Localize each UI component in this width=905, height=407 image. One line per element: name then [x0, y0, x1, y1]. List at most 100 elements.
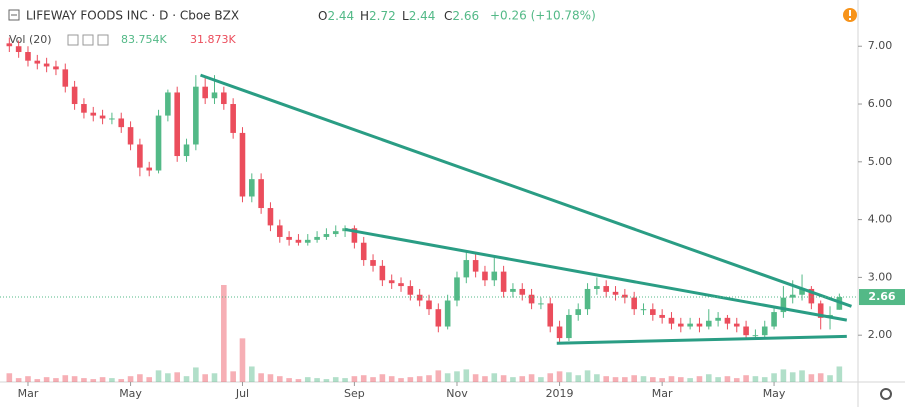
volume-bar	[221, 285, 227, 382]
volume-bar	[547, 373, 554, 382]
y-tick-label: 4.00	[868, 213, 893, 226]
study-remove[interactable]	[97, 34, 109, 46]
volume-bar	[258, 373, 264, 382]
volume-bar	[491, 373, 498, 382]
volume-bar	[90, 379, 97, 382]
candle-body	[631, 297, 637, 310]
volume-bar	[556, 371, 563, 382]
volume-bar	[827, 375, 833, 382]
settings-gear[interactable]	[880, 388, 892, 400]
volume-bar	[603, 376, 609, 382]
volume-bar	[678, 377, 684, 382]
candle-body	[547, 303, 554, 327]
volume-bar	[137, 374, 143, 382]
symbol[interactable]: LIFEWAY FOODS INC · D · Cboe BZX	[26, 9, 239, 23]
volume-bar	[370, 377, 376, 382]
volume-bar	[743, 375, 749, 382]
x-tick-label: Jul	[235, 387, 249, 400]
volume-bar	[407, 377, 414, 382]
candle-body	[799, 288, 805, 295]
volume-bar	[416, 376, 423, 382]
volume-bar	[538, 377, 544, 382]
candle-body	[81, 104, 87, 113]
candle-body	[789, 294, 796, 298]
change: +0.26 (+10.78%)	[490, 9, 596, 23]
volume-bar	[43, 377, 50, 382]
candle-body	[211, 92, 218, 99]
volume-bar	[761, 377, 768, 382]
candle-body	[733, 323, 740, 327]
candle-body	[705, 320, 712, 327]
candle-body	[743, 326, 749, 336]
candle-body	[304, 239, 311, 243]
ohlc-label: C	[444, 9, 452, 23]
volume-bar	[454, 371, 460, 382]
volume-bar	[789, 372, 796, 382]
ohlc-label: L	[402, 9, 409, 23]
candle-body	[696, 323, 703, 327]
volume-bar	[388, 376, 395, 382]
candle-body	[351, 228, 358, 243]
candle-body	[276, 225, 283, 237]
volume-bar	[650, 377, 656, 382]
x-tick-label: Sep	[344, 387, 365, 400]
candle-body	[650, 309, 656, 315]
volume-bar	[342, 378, 348, 382]
study-visibility[interactable]	[67, 34, 79, 46]
candle-body	[463, 260, 470, 278]
candle-body	[295, 239, 302, 243]
candle-body	[230, 104, 236, 133]
volume-bar	[668, 376, 675, 382]
volume-study-name[interactable]: Vol (20)	[9, 33, 52, 46]
volume-bar	[249, 366, 255, 382]
candle-body	[379, 265, 386, 281]
candle-body	[715, 317, 721, 321]
volume-bar	[622, 377, 628, 382]
volume-bar	[724, 376, 731, 382]
candle-body	[556, 326, 563, 339]
volume-bar	[15, 378, 22, 382]
y-tick-label: 5.00	[868, 155, 893, 168]
candle-body	[472, 260, 479, 272]
candle-body	[817, 303, 824, 318]
x-tick-label: Mar	[652, 387, 673, 400]
candle-body	[127, 127, 134, 145]
ohlc-header: O2.44 H2.72 L2.44 C2.66	[318, 9, 479, 23]
volume-bar	[463, 369, 470, 382]
candle-body	[332, 231, 339, 235]
volume-bar	[733, 378, 740, 382]
candle-body	[202, 86, 208, 99]
candle-body	[603, 286, 609, 292]
collapse-button[interactable]	[8, 9, 20, 21]
candle-body	[286, 236, 292, 240]
candle-body	[137, 144, 143, 168]
volume-bar	[500, 375, 507, 382]
volume-bar	[230, 371, 236, 382]
candle-body	[668, 317, 675, 324]
volume-bar	[127, 376, 134, 382]
volume-bar	[426, 375, 432, 382]
candle-body	[510, 288, 516, 292]
candle-body	[500, 271, 507, 292]
candle-body	[6, 43, 13, 47]
candle-body	[519, 288, 526, 295]
volume-bar	[34, 379, 41, 382]
x-tick-label: May	[763, 387, 786, 400]
candle-body	[53, 66, 59, 70]
volume-bar	[118, 379, 125, 382]
candle-body	[538, 303, 544, 305]
study-settings[interactable]	[82, 34, 94, 46]
volume-value: 83.754K	[121, 33, 167, 46]
volume-bar	[510, 377, 516, 382]
volume-bar	[444, 373, 451, 382]
volume-bar	[836, 366, 843, 382]
volume-bar	[612, 377, 619, 382]
volume-bar	[715, 377, 721, 382]
candle-body	[258, 179, 264, 209]
ohlc-item: H2.72	[360, 9, 396, 23]
candle-body	[435, 309, 442, 327]
volume-bar	[267, 374, 274, 382]
candle-body	[528, 294, 535, 304]
volume-bar	[314, 378, 320, 382]
x-tick-label: May	[119, 387, 142, 400]
